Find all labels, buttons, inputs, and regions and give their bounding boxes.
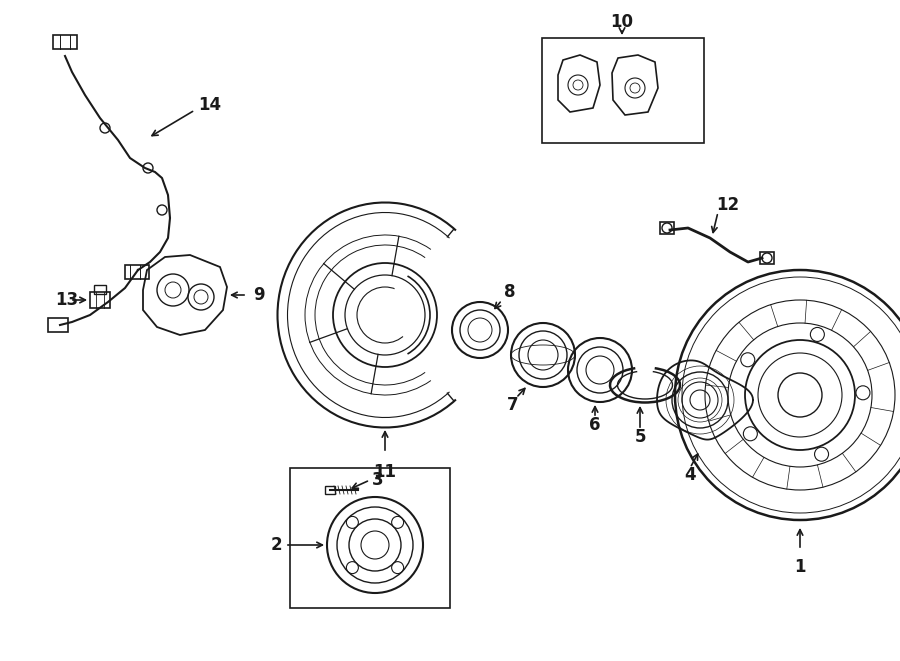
Bar — [760, 252, 774, 264]
Bar — [90, 292, 110, 308]
Bar — [290, 468, 450, 608]
Bar — [125, 265, 149, 279]
Text: 4: 4 — [684, 466, 696, 484]
Bar — [660, 222, 674, 234]
Text: 2: 2 — [270, 536, 282, 554]
Bar — [48, 318, 68, 332]
Text: 8: 8 — [504, 283, 516, 301]
Text: 12: 12 — [716, 196, 740, 214]
Text: 9: 9 — [253, 286, 265, 304]
Wedge shape — [385, 280, 423, 344]
Text: 10: 10 — [610, 13, 634, 31]
Bar — [542, 38, 704, 143]
Text: 6: 6 — [590, 416, 601, 434]
Bar — [94, 285, 106, 294]
Text: 13: 13 — [55, 291, 78, 309]
Text: 3: 3 — [373, 471, 383, 489]
Text: 7: 7 — [508, 396, 518, 414]
Text: 1: 1 — [794, 558, 806, 576]
Text: 5: 5 — [634, 428, 646, 446]
Bar — [53, 35, 77, 49]
Text: 11: 11 — [374, 463, 397, 481]
Bar — [325, 486, 335, 494]
Text: 14: 14 — [198, 96, 221, 114]
